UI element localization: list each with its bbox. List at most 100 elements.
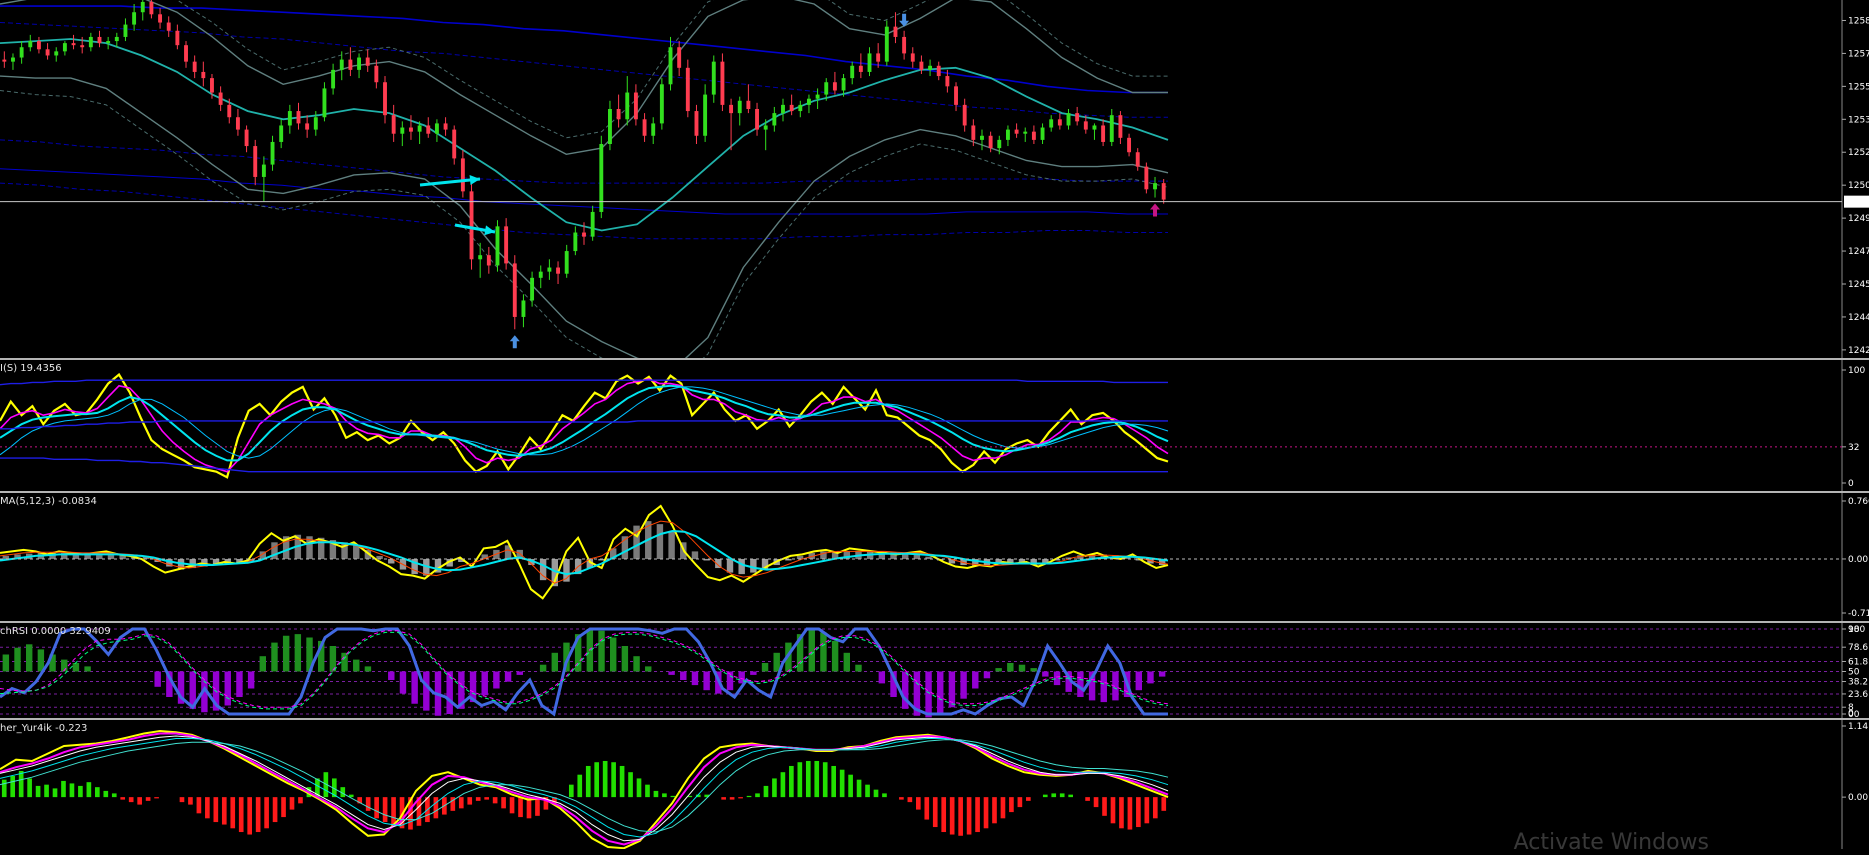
candle-body [1135,152,1140,167]
oscillator-pane[interactable]: 1.141 0.00 her_Yur4ik -0.223 [0,720,1869,849]
candle-body [88,36,93,48]
indicator-line [0,420,1168,430]
candle-body [357,57,361,70]
indicator-line [0,379,1168,386]
indicator-line [0,627,1168,717]
candle-body [374,65,379,83]
candle-body [807,98,811,105]
candle-body [166,22,171,31]
signal-up-arrow [1150,203,1161,217]
candle-body [365,57,370,66]
candle-body [945,76,950,87]
price-tick-label: 1258 [1848,16,1869,26]
candle-body [936,65,941,77]
candle-body [694,111,699,136]
macd-pane[interactable]: 0.766 0.00 -0.714 MA(5,12,3) -0.0834 [0,493,1869,621]
candle-body [149,1,154,15]
candle-body [504,226,509,264]
candle-body [158,14,163,23]
candle-body [980,135,984,140]
candle-body [556,267,560,274]
candle-body [1161,183,1166,200]
annotation-arrow [419,177,481,187]
oscillator-chart-svg[interactable]: 1.141 0.00 [0,720,1869,849]
candle-body [19,47,24,58]
candle-body [729,104,734,114]
rsi-pane[interactable]: 100 32 0 I(S) 19.4356 [0,360,1869,491]
price-tick-label: 1245 [1848,280,1869,290]
signal-up-arrow [509,335,520,349]
candle-body [486,255,491,266]
candle-body [893,26,898,37]
candle-body [902,36,907,54]
candle-body [279,125,284,142]
indicator-line [0,732,1169,846]
candle-body [45,49,50,56]
candle-body [426,125,431,134]
candle-body [313,117,318,130]
candle-body [668,47,673,85]
candle-body [1049,119,1054,128]
price-tick-label: 1252 [1848,148,1869,158]
candle-body [858,65,863,72]
oscillator-title: her_Yur4ik -0.223 [0,723,88,734]
price-tick-label: 1249 [1848,214,1869,224]
price-tick-label: 1250 [1848,181,1869,191]
macd-chart-svg[interactable]: 0.766 0.00 -0.714 [0,493,1869,621]
candle-body [547,267,552,272]
scale-tick-label: -0.714 [1848,609,1869,619]
candle-body [763,125,768,130]
candle-body [530,277,535,301]
price-tick-label: 1253 [1848,115,1869,125]
candle-body [512,263,517,317]
candle-body [1118,115,1123,138]
candle-body [599,144,604,212]
rsi-chart-svg[interactable]: 100 32 0 [0,360,1869,491]
scale-tick-label: 0 [1848,709,1854,718]
price-tick-label: 1244 [1848,313,1869,323]
band-line [175,0,1168,139]
scale-tick-label: 23.6 [1848,690,1868,700]
scale-tick-label: 100 [1848,625,1865,635]
stochrsi-title: chRSI 0.0000 32.9409 [0,626,111,637]
candle-body [1083,121,1088,130]
candle-body [711,61,716,95]
price-chart-svg[interactable]: 1258 1257 1255 1253 1252 1250 1249 1247 1245 1244… [0,0,1869,358]
candle-body [114,36,119,42]
pane-separator[interactable] [0,718,1869,720]
candle-body [1066,113,1071,126]
candle-body [80,45,85,48]
indicator-line [0,739,1169,833]
candle-body [841,78,846,91]
candle-body [521,300,526,317]
indicator-line [0,504,1169,600]
pane-separator[interactable] [0,621,1869,623]
candle-body [755,109,759,130]
candle-body [573,232,578,252]
scale-tick-label: 1.141 [1848,722,1869,732]
candle-body [54,51,59,56]
candle-body [106,41,111,44]
candle-body [339,59,344,70]
candle-body [140,1,145,13]
candle-body [391,115,396,134]
pane-separator[interactable] [0,491,1869,493]
candle-body [434,123,439,134]
candle-body [988,135,993,149]
current-price-label: 1249 [1846,198,1869,208]
candle-body [971,125,976,140]
candle-body [1144,166,1149,190]
price-chart-pane[interactable]: 1258 1257 1255 1253 1252 1250 1249 1247 1245 1244… [0,0,1869,358]
stochrsi-pane[interactable]: 100 78.6 61.8 50 38.2 23.6 8 0 98 00 chRSI 0.0000… [0,623,1869,718]
pane-separator[interactable] [0,358,1869,360]
candle-body [244,129,249,147]
indicator-line [0,735,1169,842]
candle-body [253,146,258,177]
candle-body [383,82,387,116]
signal-down-arrow [899,13,910,27]
macd-title: MA(5,12,3) -0.0834 [0,496,97,507]
candle-body [348,59,353,70]
candle-body [201,71,206,79]
